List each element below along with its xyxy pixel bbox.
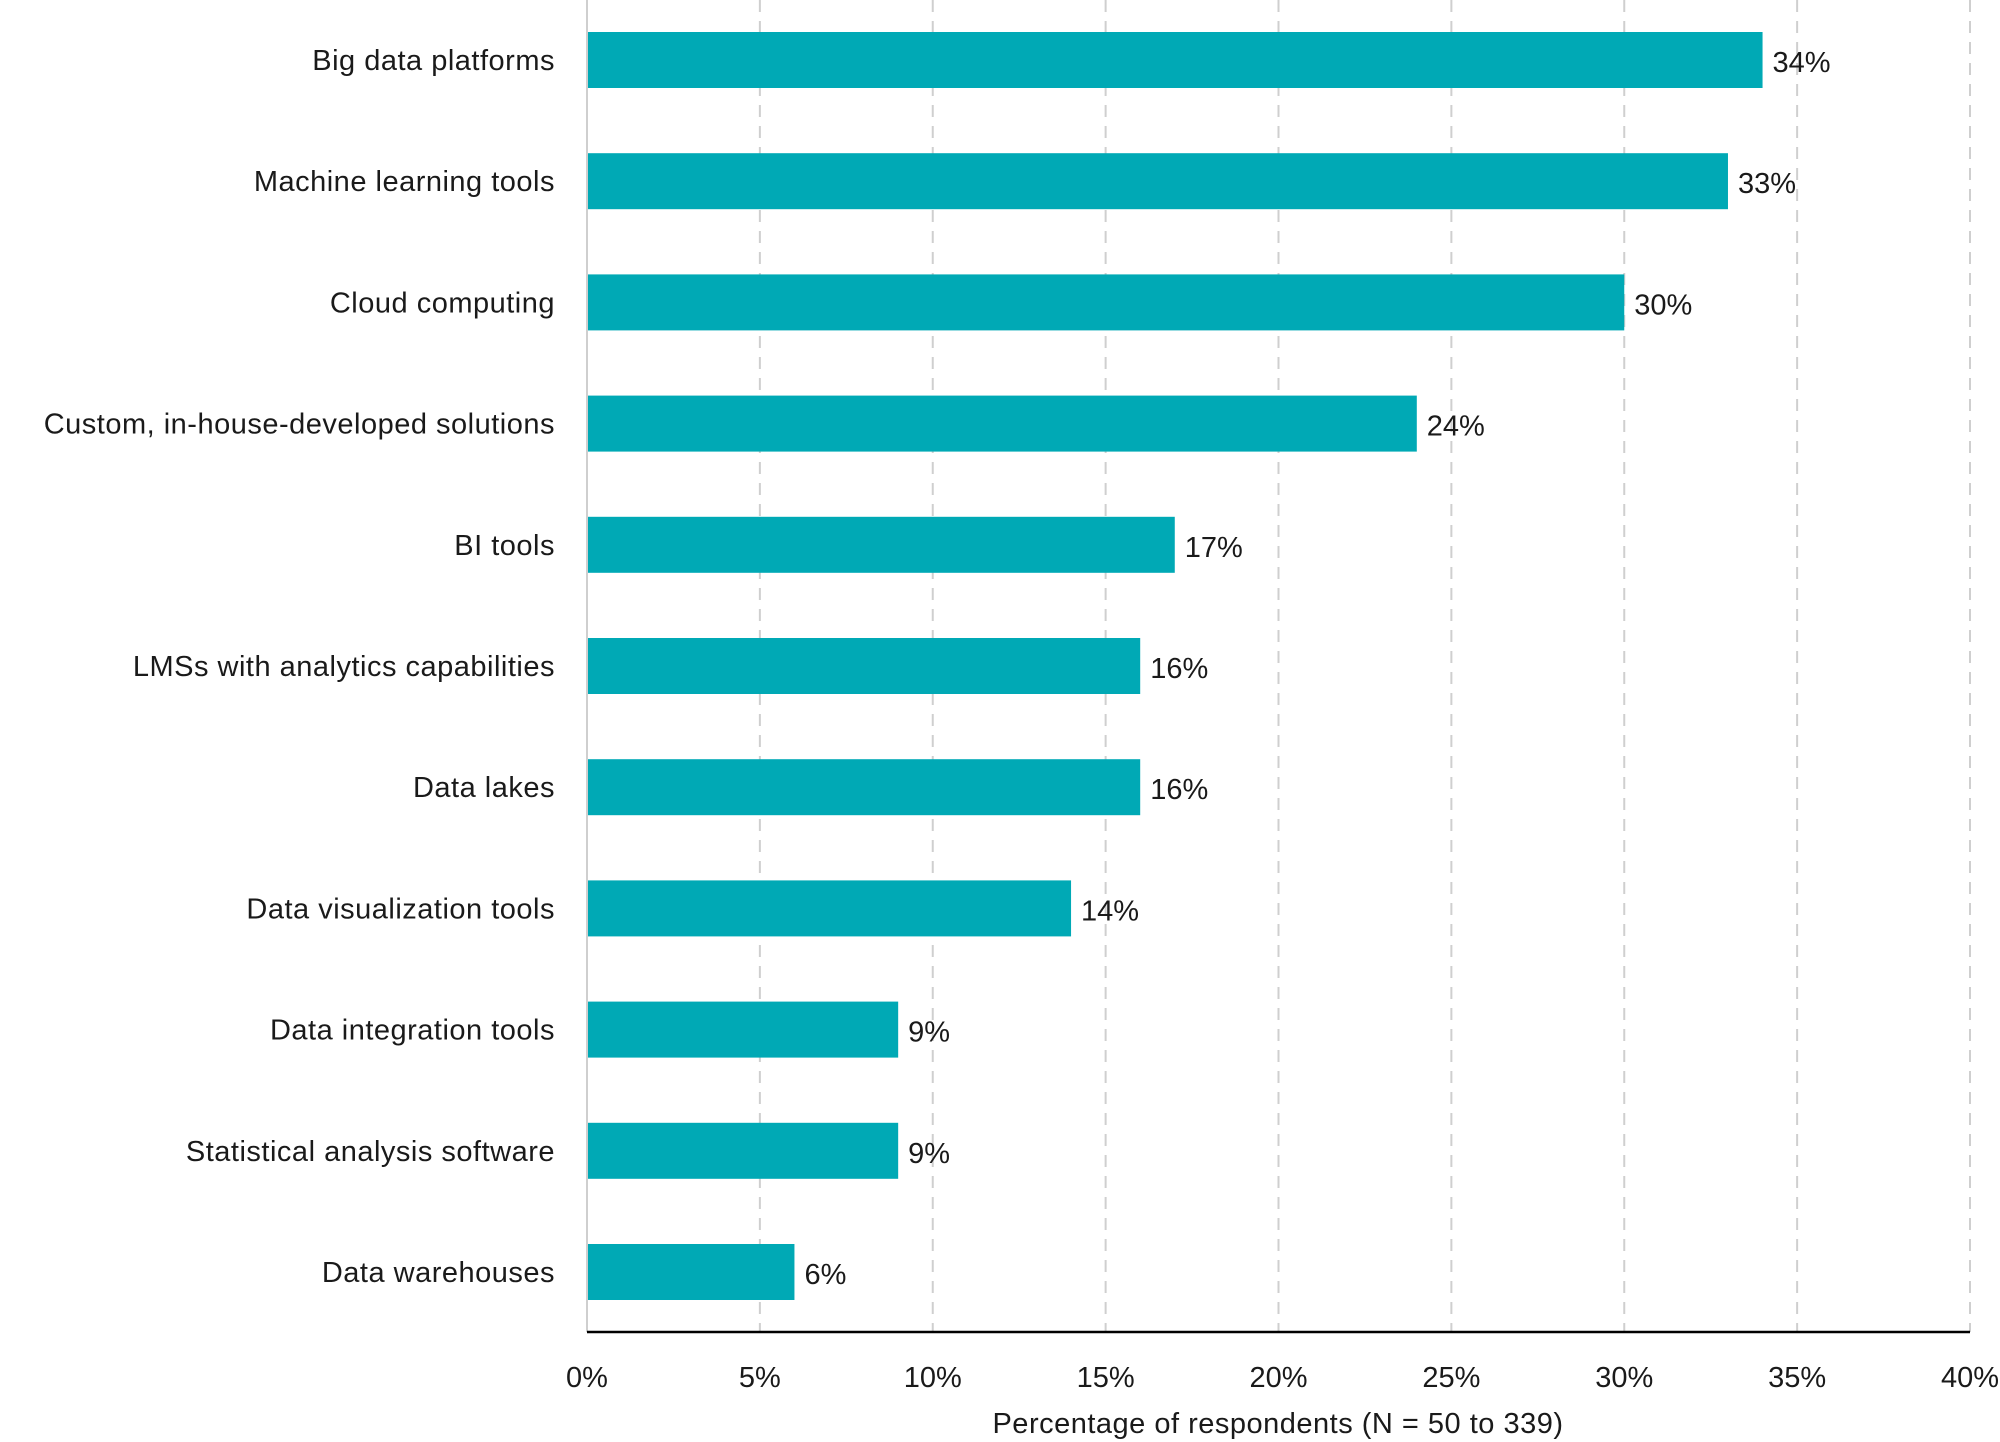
- category-label: Cloud computing: [330, 287, 555, 319]
- category-label: Machine learning tools: [254, 166, 555, 198]
- x-tick-label: 5%: [739, 1362, 781, 1394]
- category-labels: Big data platforms Machine learning tools…: [44, 45, 555, 1289]
- category-label: Data integration tools: [270, 1015, 555, 1047]
- category-label: Custom, in-house-developed solutions: [44, 409, 555, 441]
- value-label: 33%: [1738, 168, 1796, 200]
- bar: [588, 1244, 795, 1300]
- bar: [588, 516, 1175, 573]
- x-axis-ticks: 0% 5% 10% 15% 20% 25% 30% 35% 40%: [566, 1362, 1999, 1394]
- x-tick-label: 35%: [1768, 1362, 1826, 1394]
- x-tick-label: 30%: [1595, 1362, 1653, 1394]
- value-label: 14%: [1081, 895, 1139, 927]
- category-label: Statistical analysis software: [186, 1136, 555, 1168]
- bar: [588, 638, 1141, 694]
- bar: [588, 759, 1141, 816]
- x-tick-label: 20%: [1249, 1362, 1307, 1394]
- gridlines: [586, 0, 1971, 1334]
- category-label: Data visualization tools: [246, 893, 555, 925]
- bar: [588, 274, 1625, 331]
- value-label: 34%: [1773, 47, 1831, 79]
- value-label: 9%: [908, 1017, 950, 1049]
- x-tick-label: 10%: [904, 1362, 962, 1394]
- bar: [588, 880, 1072, 937]
- category-label: Data warehouses: [322, 1257, 555, 1289]
- value-label: 9%: [908, 1138, 950, 1170]
- value-label: 30%: [1634, 289, 1692, 321]
- value-label: 16%: [1150, 653, 1208, 685]
- value-label: 17%: [1185, 532, 1243, 564]
- category-label: Data lakes: [413, 772, 555, 804]
- category-label: Big data platforms: [312, 45, 555, 77]
- value-label: 6%: [804, 1259, 846, 1291]
- category-label: BI tools: [454, 530, 555, 562]
- x-tick-label: 25%: [1422, 1362, 1480, 1394]
- value-label: 16%: [1150, 774, 1208, 806]
- bar: [588, 32, 1763, 88]
- bars: [588, 32, 1763, 1300]
- bar: [588, 1001, 899, 1058]
- value-labels: 34% 33% 30% 24% 17% 16% 16% 14% 9% 9% 6%: [804, 47, 1830, 1291]
- x-axis-title: Percentage of respondents (N = 50 to 339…: [992, 1408, 1563, 1440]
- category-label: LMSs with analytics capabilities: [133, 651, 555, 683]
- x-tick-label: 15%: [1077, 1362, 1135, 1394]
- bar: [588, 395, 1417, 452]
- x-tick-label: 40%: [1941, 1362, 1999, 1394]
- bar: [588, 153, 1728, 210]
- bar: [588, 1122, 899, 1179]
- x-tick-label: 0%: [566, 1362, 608, 1394]
- value-label: 24%: [1427, 411, 1485, 443]
